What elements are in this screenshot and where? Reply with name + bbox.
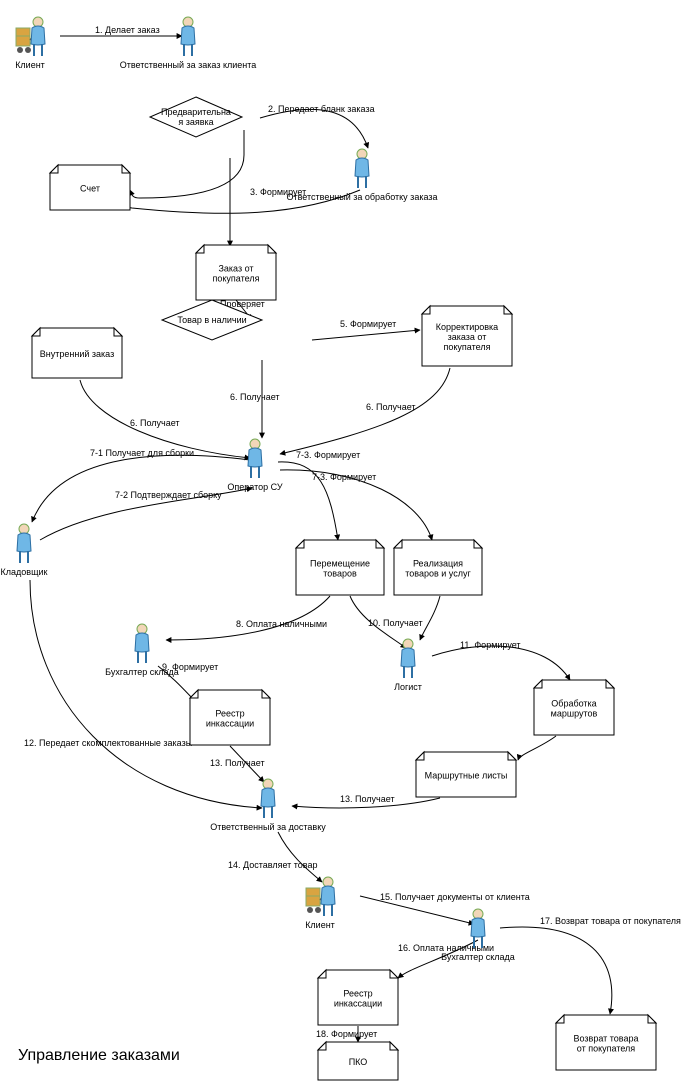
page-title: Управление заказами: [18, 1047, 180, 1064]
edge-label: 13. Получает: [210, 758, 265, 768]
document-label: Реализация: [413, 559, 463, 569]
edge: [420, 596, 440, 640]
edge: [500, 927, 612, 1014]
document-label: инкассации: [334, 999, 382, 1009]
document-label: товаров: [323, 569, 357, 579]
edge: [260, 109, 368, 148]
document-label: Обработка: [551, 699, 596, 709]
actor-label: Ответственный за обработку заказа: [286, 192, 437, 202]
edge: [312, 330, 420, 340]
actor-storekeeper: Кладовщик: [1, 524, 48, 577]
document-label: покупателя: [444, 342, 491, 352]
actor-label: Бухгалтер склада: [441, 952, 515, 962]
edge-label: 11. Формирует: [460, 640, 521, 650]
document-label: ПКО: [349, 1057, 368, 1067]
edge: [278, 832, 322, 882]
edge-label: 14. Доставляет товар: [228, 860, 318, 870]
document-label: маршрутов: [551, 709, 598, 719]
actor-client1: Клиент: [15, 17, 45, 70]
edge-label: 6. Получает: [366, 402, 416, 412]
document-label: товаров и услуг: [405, 569, 471, 579]
actor-resp_deliv: Ответственный за доставку: [210, 779, 326, 832]
document-label: заказа от: [448, 332, 487, 342]
edge-label: 17. Возврат товара от покупателя: [540, 916, 681, 926]
edge-label: 13. Получает: [340, 794, 395, 804]
edge-label: 5. Формирует: [340, 319, 396, 329]
actor-resp_proc: Ответственный за обработку заказа: [286, 149, 437, 202]
edge-label: 7-3. Формирует: [296, 450, 360, 460]
document-label: инкассации: [206, 719, 254, 729]
actor-client2: Клиент: [305, 877, 335, 930]
edge-label: 15. Получает документы от клиента: [380, 892, 530, 902]
edge-label: 6. Получает: [130, 418, 180, 428]
actor-label: Клиент: [305, 920, 335, 930]
edge: [280, 368, 450, 454]
document-label: Перемещение: [310, 559, 370, 569]
edge-label: 7-3. Формирует: [312, 472, 376, 482]
document-label: Реестр: [215, 709, 244, 719]
actor-acc1: Бухгалтер склада: [105, 624, 179, 677]
edge: [32, 455, 250, 522]
actor-acc2: Бухгалтер склада: [441, 909, 515, 962]
edge: [518, 736, 556, 760]
decision-label: Товар в наличии: [177, 315, 246, 325]
document-label: Реестр: [343, 989, 372, 999]
document-label: от покупателя: [577, 1044, 636, 1054]
actor-label: Логист: [394, 682, 422, 692]
document-label: Внутренний заказ: [40, 349, 114, 359]
document-label: Корректировка: [436, 322, 498, 332]
edge: [166, 596, 330, 640]
actor-label: Кладовщик: [1, 567, 48, 577]
actor-label: Ответственный за доставку: [210, 822, 326, 832]
document-label: Счет: [80, 184, 100, 194]
edge-label: 12. Передает скомплектованные заказы: [24, 738, 192, 748]
edge: [130, 130, 244, 198]
edge-label: 18. Формирует: [316, 1029, 377, 1039]
edge-label: 8. Оплата наличными: [236, 619, 327, 629]
document-label: Заказ от: [218, 264, 253, 274]
decision-label: я заявка: [178, 117, 213, 127]
edge-label: 7-2 Подтверждает сборку: [115, 490, 222, 500]
document-label: Маршрутные листы: [425, 771, 508, 781]
decision-label: Предварительна: [161, 107, 231, 117]
edge-label: 6. Получает: [230, 392, 280, 402]
document-label: покупателя: [213, 274, 260, 284]
actor-label: Бухгалтер склада: [105, 667, 179, 677]
actor-logist: Логист: [394, 639, 422, 692]
actor-label: Оператор СУ: [227, 482, 282, 492]
actor-label: Ответственный за заказ клиента: [120, 60, 257, 70]
edge-label: 2. Передает бланк заказа: [268, 104, 375, 114]
edge-label: 7-1 Получает для сборки: [90, 448, 194, 458]
actor-operator: Оператор СУ: [227, 439, 282, 492]
edge: [432, 646, 570, 680]
edge-label: 1. Делает заказ: [95, 25, 160, 35]
document-label: Возврат товара: [574, 1034, 639, 1044]
actor-label: Клиент: [15, 60, 45, 70]
